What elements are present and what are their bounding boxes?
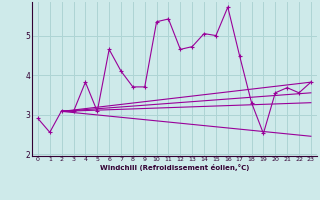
X-axis label: Windchill (Refroidissement éolien,°C): Windchill (Refroidissement éolien,°C): [100, 164, 249, 171]
